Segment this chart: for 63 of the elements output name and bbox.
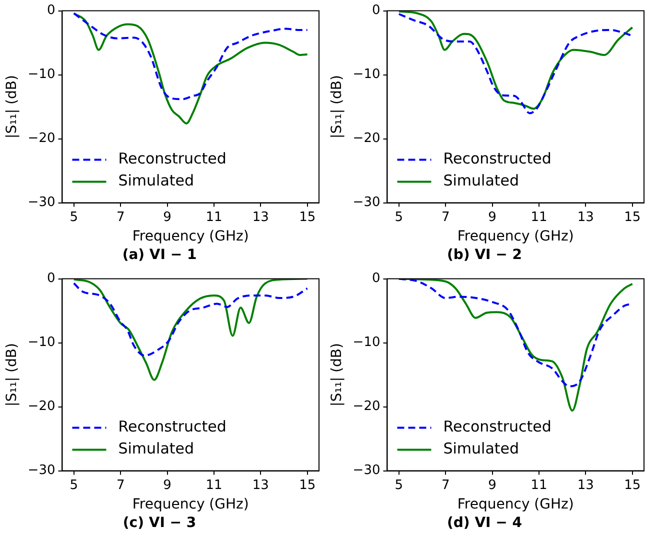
- x-tick-label: 13: [577, 210, 594, 225]
- y-tick-label: 0: [46, 271, 56, 286]
- line-series: [72, 278, 308, 381]
- text: (c) VI − 3: [122, 515, 196, 532]
- legend-label: Simulated: [118, 172, 194, 190]
- x-tick-label: 9: [488, 478, 496, 493]
- y-axis-title: |S₁₁| (dB): [4, 75, 20, 139]
- x-tick-label: 9: [488, 210, 496, 225]
- x-tick-label: 9: [163, 478, 172, 493]
- line-series: [72, 12, 308, 100]
- legend-label: Reconstructed: [443, 150, 552, 168]
- x-axis-title: Frequency (GHz): [132, 228, 249, 244]
- text: (a) VI − 1: [122, 247, 197, 264]
- line-series: [72, 282, 308, 357]
- x-tick-label: 15: [624, 210, 641, 225]
- y-tick-label: −20: [28, 399, 56, 414]
- x-tick-label: 5: [70, 210, 78, 225]
- y-tick-label: −10: [28, 335, 56, 350]
- y-tick-label: −10: [352, 67, 380, 82]
- y-tick-label: −10: [352, 335, 380, 350]
- legend-label: Simulated: [118, 440, 194, 458]
- text: (d) VI − 4: [447, 515, 522, 532]
- legend-label: Reconstructed: [118, 150, 226, 168]
- text: (b) VI − 2: [447, 247, 522, 264]
- y-tick-label: −30: [28, 463, 56, 478]
- legend-label: Simulated: [443, 440, 520, 458]
- y-tick-label: −20: [352, 399, 380, 414]
- x-tick-label: 13: [577, 478, 594, 493]
- y-axis-title: |S₁₁| (dB): [329, 343, 346, 407]
- x-tick-label: 11: [530, 478, 548, 493]
- x-tick-label: 11: [206, 210, 222, 225]
- legend-label: Reconstructed: [118, 418, 226, 436]
- y-axis-title: |S₁₁| (dB): [329, 75, 346, 139]
- y-tick-label: 0: [372, 271, 380, 286]
- y-tick-label: 0: [46, 3, 56, 18]
- x-axis-title: Frequency (GHz): [457, 496, 574, 512]
- y-tick-label: −30: [352, 463, 380, 478]
- y-tick-label: −20: [352, 131, 380, 146]
- y-axis-title: |S₁₁| (dB): [4, 343, 20, 407]
- x-axis-title: Frequency (GHz): [457, 228, 574, 244]
- legend-label: Simulated: [443, 172, 520, 190]
- x-tick-label: 15: [299, 478, 316, 493]
- y-tick-label: 0: [372, 3, 380, 18]
- x-axis-title: Frequency (GHz): [132, 496, 249, 512]
- x-tick-label: 13: [252, 478, 269, 493]
- x-tick-label: 7: [441, 210, 450, 225]
- y-tick-label: −30: [28, 195, 56, 210]
- x-tick-label: 7: [116, 478, 125, 493]
- y-tick-label: −20: [28, 131, 56, 146]
- x-tick-label: 9: [163, 210, 172, 225]
- x-tick-label: 5: [394, 210, 404, 225]
- y-tick-label: −30: [352, 195, 380, 210]
- x-tick-label: 15: [299, 210, 316, 225]
- x-tick-label: 5: [394, 478, 404, 493]
- x-tick-label: 13: [252, 210, 269, 225]
- x-tick-label: 15: [624, 478, 641, 493]
- x-tick-label: 11: [206, 478, 222, 493]
- x-tick-label: 7: [116, 210, 125, 225]
- y-tick-label: −10: [28, 67, 56, 82]
- x-tick-label: 7: [441, 478, 450, 493]
- x-tick-label: 11: [530, 210, 548, 225]
- x-tick-label: 5: [70, 478, 78, 493]
- legend-label: Reconstructed: [443, 418, 552, 436]
